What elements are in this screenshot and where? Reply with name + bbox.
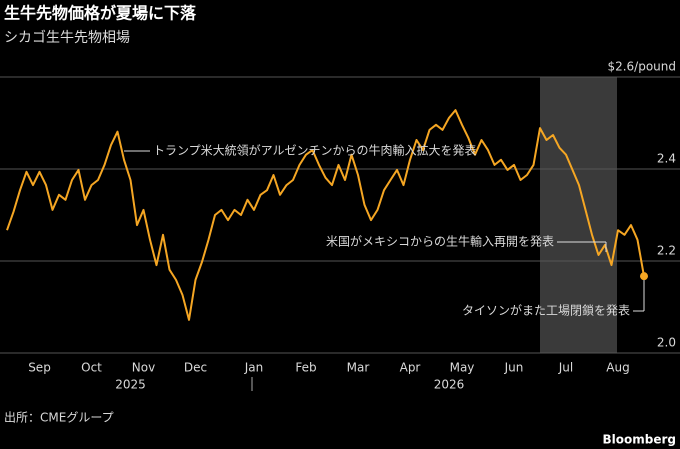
x-tick-label: Sep bbox=[28, 361, 51, 375]
annotation: 米国がメキシコからの生牛輸入再開を発表 bbox=[326, 234, 554, 249]
y-tick-label: $2.6/pound bbox=[607, 60, 676, 74]
shaded-period bbox=[540, 77, 617, 353]
x-tick-label: Jul bbox=[558, 361, 573, 375]
x-tick-label: Aug bbox=[606, 361, 629, 375]
x-tick-label: Jun bbox=[504, 361, 524, 375]
x-tick-label: Feb bbox=[295, 361, 316, 375]
brand: Bloomberg bbox=[603, 433, 677, 447]
x-tick-label: Jan bbox=[244, 361, 264, 375]
y-tick-label: 2.2 bbox=[657, 244, 676, 258]
y-tick-label: 2.4 bbox=[657, 152, 676, 166]
price-line bbox=[6, 109, 645, 321]
source: 出所：CMEグループ bbox=[4, 411, 114, 425]
y-tick-label: 2.0 bbox=[657, 336, 676, 350]
x-tick-label: Mar bbox=[347, 361, 370, 375]
chart-subtitle: シカゴ生牛先物相場 bbox=[4, 29, 130, 46]
annotation: タイソンがまた工場閉鎖を発表 bbox=[462, 303, 630, 318]
x-tick-label: May bbox=[450, 361, 475, 375]
year-label: 2026 bbox=[434, 378, 465, 392]
chart-title: 生牛先物価格が夏場に下落 bbox=[4, 4, 197, 23]
x-tick-label: Apr bbox=[400, 361, 421, 375]
x-tick-label: Oct bbox=[81, 361, 102, 375]
x-tick-label: Dec bbox=[184, 361, 207, 375]
last-point bbox=[640, 272, 648, 281]
x-tick-label: Nov bbox=[132, 361, 155, 375]
annotation: トランプ米大統領がアルゼンチンからの牛肉輸入拡大を発表 bbox=[153, 143, 477, 158]
year-label: 2025 bbox=[115, 378, 146, 392]
